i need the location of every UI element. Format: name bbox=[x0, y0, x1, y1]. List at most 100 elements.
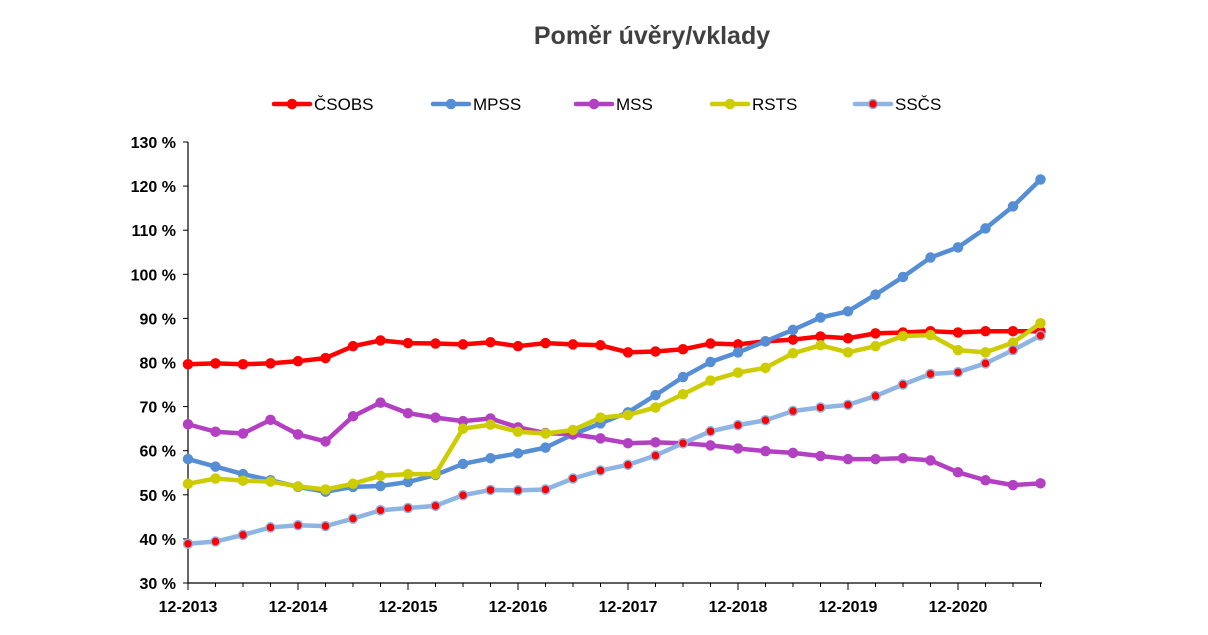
data-point bbox=[540, 484, 551, 495]
data-point bbox=[430, 412, 441, 423]
data-point bbox=[842, 399, 854, 411]
y-tick-label: 110 % bbox=[132, 223, 176, 240]
data-point bbox=[567, 473, 579, 484]
data-point bbox=[870, 328, 881, 339]
data-point bbox=[347, 411, 359, 422]
data-point bbox=[320, 352, 331, 364]
data-point bbox=[512, 340, 524, 352]
data-point bbox=[595, 412, 606, 423]
axes: 30 % 40 % 50 % 60 % 70 % 80 % 90 % 100 % 110 % 12… bbox=[131, 135, 1042, 616]
data-point bbox=[705, 440, 716, 451]
data-point bbox=[705, 356, 716, 368]
data-point bbox=[952, 242, 964, 253]
data-point bbox=[485, 452, 496, 464]
data-point bbox=[292, 355, 304, 367]
data-point bbox=[512, 426, 524, 437]
data-point bbox=[1007, 344, 1019, 356]
data-point bbox=[540, 428, 551, 439]
data-point bbox=[677, 437, 689, 449]
data-point bbox=[650, 402, 661, 413]
data-point bbox=[457, 489, 469, 501]
legend-swatch-marker bbox=[445, 98, 457, 110]
legend: ČSOBS MPSS MSS RSTS SSČS bbox=[271, 95, 941, 114]
data-point bbox=[897, 330, 909, 342]
data-point bbox=[292, 429, 304, 440]
data-point bbox=[760, 336, 771, 347]
data-point bbox=[402, 407, 414, 419]
data-point bbox=[375, 335, 386, 346]
data-point bbox=[815, 340, 826, 351]
legend-swatch-marker bbox=[588, 98, 600, 110]
data-point bbox=[347, 513, 359, 524]
data-point bbox=[320, 436, 331, 447]
data-point bbox=[732, 419, 744, 431]
data-point bbox=[182, 478, 194, 490]
data-point bbox=[375, 480, 386, 492]
y-tick-label: 120 % bbox=[131, 179, 176, 196]
series-layer bbox=[182, 174, 1046, 550]
data-point bbox=[567, 424, 579, 436]
data-point bbox=[732, 443, 744, 454]
data-point bbox=[320, 520, 331, 532]
legend-item-mss: MSS bbox=[573, 95, 653, 114]
data-point bbox=[430, 338, 441, 349]
data-point bbox=[650, 450, 661, 461]
data-point bbox=[897, 452, 909, 464]
series-mss bbox=[182, 397, 1046, 491]
data-point bbox=[402, 468, 414, 480]
data-point bbox=[1035, 174, 1046, 185]
data-point bbox=[897, 379, 909, 390]
legend-item-sscs: SSČS bbox=[852, 95, 941, 114]
data-point bbox=[952, 467, 964, 478]
data-point bbox=[375, 470, 386, 482]
data-point bbox=[980, 347, 991, 358]
data-point bbox=[512, 485, 524, 496]
data-point bbox=[265, 358, 276, 369]
data-point bbox=[815, 450, 826, 462]
x-tick-label: 12-2017 bbox=[599, 599, 658, 616]
data-point bbox=[457, 339, 469, 350]
data-point bbox=[485, 484, 496, 496]
data-point bbox=[457, 423, 469, 434]
data-point bbox=[650, 389, 661, 401]
data-point bbox=[622, 459, 634, 471]
data-point bbox=[732, 367, 744, 378]
data-point bbox=[210, 461, 221, 472]
data-point bbox=[182, 359, 194, 370]
x-tick-label: 12-2015 bbox=[379, 599, 438, 616]
data-point bbox=[952, 327, 964, 338]
data-point bbox=[980, 358, 991, 369]
data-point bbox=[787, 347, 799, 359]
data-point bbox=[402, 337, 414, 349]
y-tick-label: 70 % bbox=[140, 400, 176, 417]
data-point bbox=[237, 475, 249, 486]
data-point bbox=[402, 502, 414, 514]
data-point bbox=[952, 366, 964, 378]
data-point bbox=[787, 334, 799, 345]
data-point bbox=[952, 344, 964, 356]
data-point bbox=[760, 445, 771, 457]
data-point bbox=[650, 437, 661, 448]
data-point bbox=[182, 453, 194, 465]
data-point bbox=[760, 415, 771, 426]
data-point bbox=[182, 418, 194, 430]
data-point bbox=[870, 390, 881, 402]
legend-label: MPSS bbox=[473, 95, 521, 114]
legend-item-mpss: MPSS bbox=[430, 95, 521, 114]
data-point bbox=[980, 223, 991, 234]
x-tick-label: 12-2016 bbox=[489, 599, 548, 616]
data-point bbox=[815, 312, 826, 323]
data-point bbox=[430, 468, 441, 480]
data-point bbox=[512, 448, 524, 459]
x-tick-label: 12-2019 bbox=[819, 599, 878, 616]
data-point bbox=[430, 500, 441, 512]
y-tick-label: 90 % bbox=[140, 311, 176, 328]
data-point bbox=[622, 437, 634, 449]
data-point bbox=[182, 538, 194, 550]
data-point bbox=[815, 402, 826, 413]
series-rsts bbox=[182, 318, 1046, 495]
legend-label: ČSOBS bbox=[314, 95, 374, 114]
data-point bbox=[622, 409, 634, 421]
data-point bbox=[980, 474, 991, 486]
